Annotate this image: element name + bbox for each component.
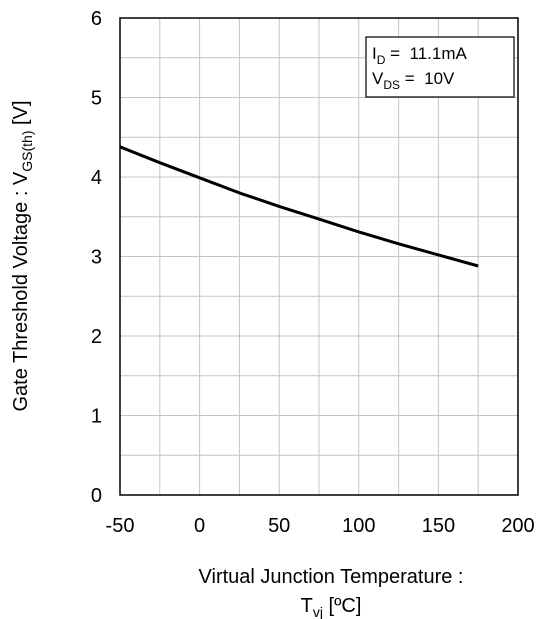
- y-tick-labels: 0 1 2 3 4 5 6: [91, 8, 102, 507]
- legend-frame: [365, 36, 515, 98]
- x-tick-labels: -50 0 50 100 150 200: [106, 515, 535, 537]
- x-tick-label: 100: [342, 515, 375, 537]
- x-tick-label: -50: [106, 515, 135, 537]
- y-tick-label: 5: [91, 88, 102, 110]
- grid-lines: [120, 18, 518, 495]
- y-tick-label: 4: [91, 167, 102, 189]
- y-tick-label: 1: [91, 406, 102, 428]
- plot-frame: [119, 17, 519, 496]
- x-tick-label: 0: [194, 515, 205, 537]
- y-axis-title: Gate Threshold Voltage : VGS(th) [V]: [10, 100, 35, 411]
- x-axis-title-line2: Tvj [ºC]: [301, 595, 362, 619]
- y-tick-label: 3: [91, 247, 102, 269]
- y-tick-label: 0: [91, 485, 102, 507]
- vgs-threshold-curve: [119, 145, 479, 268]
- y-tick-label: 6: [91, 8, 102, 30]
- y-tick-label: 2: [91, 326, 102, 348]
- data-series: [119, 145, 479, 268]
- x-axis-title-line1: Virtual Junction Temperature :: [199, 566, 464, 588]
- x-tick-label: 200: [501, 515, 534, 537]
- x-tick-label: 150: [422, 515, 455, 537]
- legend-condition-voltage: VDS = 10V: [372, 69, 455, 92]
- legend-condition-current: ID = 11.1mA: [372, 44, 467, 67]
- x-tick-label: 50: [268, 515, 290, 537]
- legend-box: ID = 11.1mA VDS = 10V: [365, 36, 515, 98]
